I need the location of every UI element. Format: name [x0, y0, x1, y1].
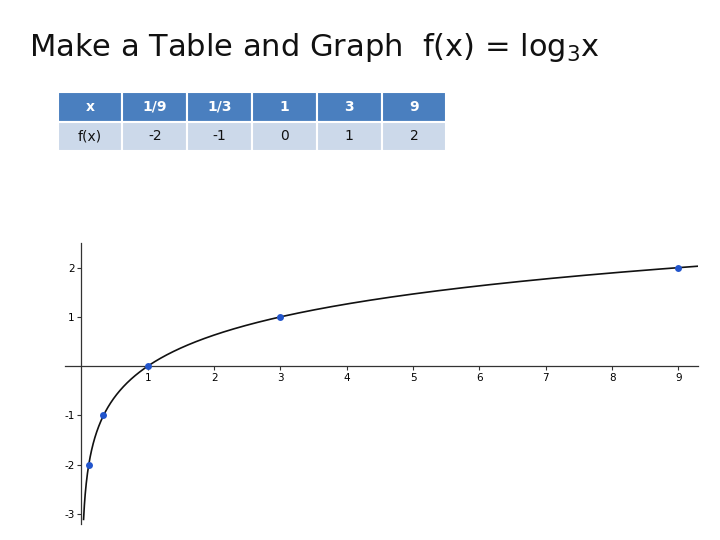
- Bar: [382, 92, 446, 122]
- Bar: [252, 92, 317, 122]
- Text: 1/9: 1/9: [143, 100, 167, 113]
- Text: Make a Table and Graph  f(x) = log$_3$x: Make a Table and Graph f(x) = log$_3$x: [29, 31, 600, 64]
- Text: 1: 1: [345, 130, 354, 143]
- Text: 0: 0: [280, 130, 289, 143]
- Bar: [122, 122, 187, 151]
- Bar: [187, 122, 252, 151]
- Bar: [382, 122, 446, 151]
- Text: -2: -2: [148, 130, 161, 143]
- Text: 1/3: 1/3: [207, 100, 232, 113]
- Text: 3: 3: [344, 100, 354, 113]
- Bar: [317, 122, 382, 151]
- Bar: [317, 92, 382, 122]
- Text: 2: 2: [410, 130, 418, 143]
- Text: x: x: [86, 100, 94, 113]
- Text: 1: 1: [279, 100, 289, 113]
- Text: 9: 9: [409, 100, 419, 113]
- Bar: [187, 92, 252, 122]
- Bar: [122, 92, 187, 122]
- Bar: [252, 122, 317, 151]
- Text: f(x): f(x): [78, 130, 102, 143]
- Text: -1: -1: [212, 130, 227, 143]
- Bar: [58, 92, 122, 122]
- Bar: [58, 122, 122, 151]
